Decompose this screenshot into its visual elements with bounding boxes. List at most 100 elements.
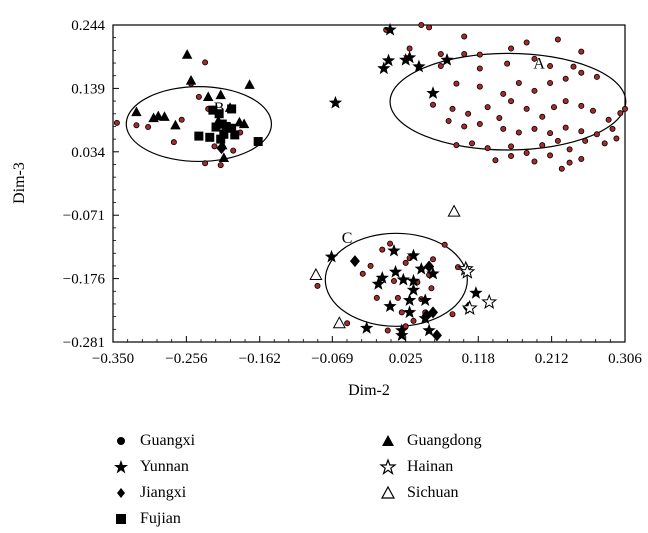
point-fujian (208, 105, 218, 115)
point-guangxi (547, 79, 554, 86)
point-guangxi (398, 309, 405, 316)
point-guangxi (476, 65, 483, 72)
x-axis-title: Dim-2 (348, 382, 390, 399)
point-fujian (194, 131, 204, 141)
point-guangxi (508, 143, 515, 150)
point-yunnan (426, 266, 440, 280)
y-tick-label: 0.139 (71, 81, 105, 97)
point-guangdong (153, 110, 164, 121)
x-tick-label: 0.212 (535, 351, 569, 367)
point-guangxi (384, 327, 391, 334)
point-guangxi (570, 63, 577, 70)
point-guangxi (178, 116, 185, 123)
point-yunnan (406, 283, 421, 296)
point-guangxi (344, 320, 351, 327)
point-guangxi (453, 80, 460, 87)
point-guangdong (224, 102, 236, 112)
point-yunnan (377, 61, 391, 75)
point-fujian (253, 137, 263, 147)
point-guangxi (476, 121, 483, 128)
point-guangdong (244, 79, 255, 89)
point-guangxi (523, 39, 530, 46)
point-guangxi (453, 142, 460, 149)
point-guangxi (484, 104, 491, 111)
point-guangxi (437, 50, 444, 57)
point-hainan (459, 263, 476, 279)
point-fujian (216, 134, 226, 144)
point-yunnan (440, 53, 454, 66)
point-guangdong (202, 91, 214, 101)
point-guangxi (373, 294, 380, 301)
point-yunnan (395, 328, 409, 342)
point-guangxi (211, 143, 218, 150)
point-guangxi (484, 145, 491, 152)
point-guangxi (500, 125, 507, 132)
y-tick-label: −0.281 (63, 335, 105, 351)
point-guangxi (622, 105, 629, 112)
point-guangxi (195, 93, 202, 100)
point-guangxi (558, 165, 565, 172)
point-guangxi (170, 139, 177, 146)
point-guangxi (437, 63, 444, 70)
point-guangxi (418, 21, 425, 28)
point-guangxi (394, 294, 401, 301)
point-fujian (211, 122, 221, 132)
point-yunnan (387, 243, 401, 257)
point-yunnan (418, 293, 432, 306)
point-guangxi (410, 317, 417, 324)
point-guangxi (449, 105, 456, 112)
point-guangxi (465, 110, 472, 117)
point-guangxi (508, 153, 515, 160)
point-guangxi (508, 98, 515, 105)
point-yunnan (406, 248, 421, 262)
x-tick-label: 0.306 (608, 351, 642, 367)
point-guangdong (213, 115, 224, 126)
point-guangxi (593, 131, 600, 138)
point-guangxi (547, 63, 554, 70)
point-guangxi (500, 90, 507, 97)
cluster-c-label: C (342, 230, 353, 247)
point-guangxi (566, 159, 573, 166)
axis-ticks (112, 24, 626, 343)
point-guangxi (539, 142, 546, 149)
point-guangxi (445, 118, 452, 125)
point-yunnan (383, 22, 397, 36)
point-guangxi (359, 270, 366, 277)
point-yunnan (402, 305, 417, 319)
point-yunnan (328, 95, 343, 109)
point-yunnan (402, 50, 417, 64)
point-guangxi (402, 323, 409, 330)
point-guangxi (113, 119, 120, 126)
point-guangxi (617, 110, 624, 117)
point-guangdong (131, 106, 142, 117)
point-guangxi (492, 157, 499, 164)
point-guangxi (426, 24, 433, 31)
point-yunnan (388, 264, 403, 278)
x-tick-label: −0.256 (165, 351, 208, 367)
point-guangxi (578, 48, 585, 55)
point-fujian (214, 109, 224, 119)
point-guangxi (613, 135, 620, 142)
y-tick-label: 0.244 (71, 18, 105, 34)
point-guangxi (578, 128, 585, 135)
point-guangxi (562, 75, 569, 82)
point-guangxi (387, 240, 394, 247)
point-guangxi (449, 311, 456, 318)
point-guangxi (429, 101, 436, 108)
point-guangxi (406, 45, 413, 52)
point-guangxi (515, 79, 522, 86)
point-guangdong (217, 139, 228, 150)
point-guangxi (461, 50, 468, 57)
point-guangdong (185, 75, 197, 85)
point-guangxi (230, 147, 237, 154)
point-yunnan (414, 261, 428, 275)
point-guangxi (578, 69, 585, 76)
point-guangxi (202, 160, 209, 167)
y-tick-label: −0.071 (63, 208, 105, 224)
x-tick-label: −0.162 (239, 351, 281, 367)
point-guangdong (224, 122, 236, 132)
point-guangdong (170, 119, 181, 130)
point-guangxi (508, 45, 515, 52)
point-guangxi (562, 98, 569, 105)
